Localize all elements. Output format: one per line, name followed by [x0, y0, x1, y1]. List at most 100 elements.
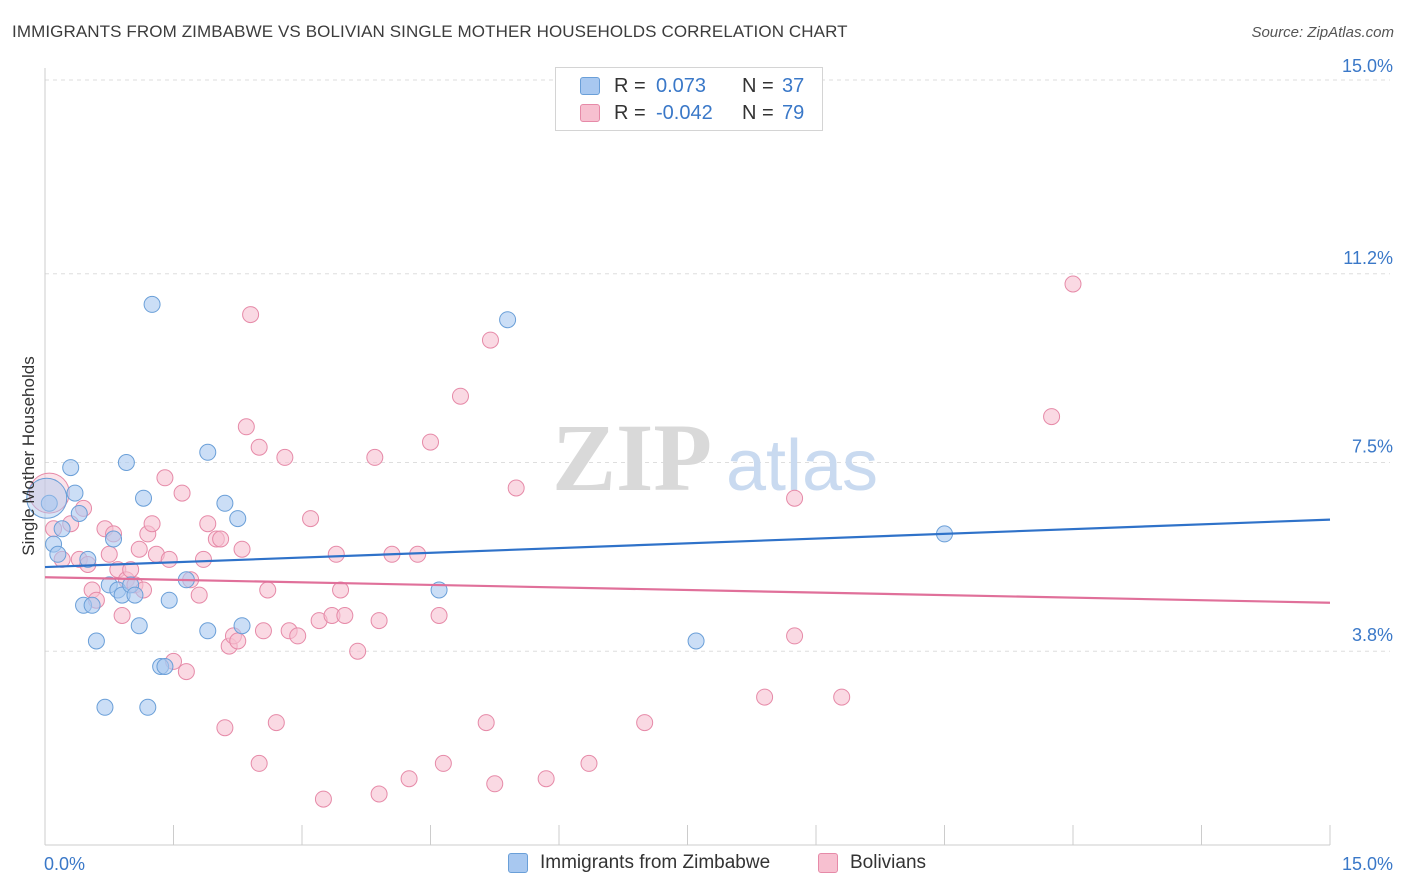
bolivian-point [314, 790, 332, 808]
bolivian-point [327, 545, 345, 563]
bolivian-point [216, 719, 234, 737]
bolivian-point [370, 612, 388, 630]
bolivian-point [1064, 275, 1082, 293]
legend-n-value: 37 [782, 74, 805, 97]
bolivian-point [422, 433, 439, 451]
bolivian-point [229, 632, 247, 650]
bottom-legend-swatch-bolivians [818, 853, 838, 873]
watermark-atlas: atlas [726, 426, 878, 506]
zimbabwe-point [233, 617, 251, 635]
source-label: Source: ZipAtlas.com [1251, 24, 1394, 41]
bolivian-point [100, 545, 118, 563]
bolivian-point [636, 714, 654, 732]
bolivian-point [786, 627, 804, 645]
bolivian-point [434, 754, 452, 772]
zimbabwe-point [26, 477, 68, 519]
bolivian-point [477, 714, 495, 732]
chart-title: IMMIGRANTS FROM ZIMBABWE VS BOLIVIAN SIN… [12, 22, 848, 41]
bolivian-point [250, 754, 268, 772]
bolivian-point [237, 418, 255, 436]
bolivians-trend-line [44, 576, 1331, 604]
trend-lines [44, 518, 1331, 604]
bolivian-point [302, 510, 320, 528]
bolivian-point [233, 540, 251, 558]
y-tick-labels: 3.8% 7.5% 11.2% 15.0% [1342, 56, 1393, 645]
zimbabwe-point [126, 586, 144, 604]
bolivian-point [254, 622, 272, 640]
bottom-legend-label-zimbabwe: Immigrants from Zimbabwe [540, 852, 771, 873]
zimbabwe-point [229, 510, 247, 528]
x-tick-label: 0.0% [44, 854, 85, 874]
bolivian-point [199, 515, 217, 533]
x-tick-labels: 0.0% 15.0% [44, 854, 1393, 874]
bolivian-point [451, 387, 469, 405]
bolivian-point [833, 688, 851, 706]
legend-n-label: N = [742, 101, 774, 124]
bottom-legend-label-bolivians: Bolivians [850, 852, 927, 873]
zimbabwe-point [70, 505, 88, 522]
bolivian-point [190, 586, 208, 604]
bolivian-point [332, 581, 350, 599]
bolivian-point [786, 489, 804, 507]
bottom-legend-swatch-zimbabwe [508, 853, 528, 873]
bolivian-point [156, 469, 174, 487]
y-tick-label: 15.0% [1342, 56, 1393, 76]
bottom-legend-zimbabwe: Immigrants from Zimbabwe [508, 852, 770, 874]
bolivian-point [194, 550, 212, 568]
bolivian-point [173, 484, 191, 502]
bolivian-point [366, 448, 384, 466]
bolivian-point [289, 627, 307, 645]
bolivian-point [486, 775, 504, 793]
axes [44, 68, 1331, 846]
zimbabwe-points [26, 295, 953, 716]
bolivian-point [336, 607, 354, 624]
bolivian-point [430, 607, 448, 624]
bolivian-point [481, 331, 499, 349]
bolivian-point [267, 714, 285, 732]
zimbabwe-point [79, 550, 97, 568]
zimbabwe-point [135, 489, 153, 507]
bolivian-point [276, 448, 294, 466]
bolivian-point [259, 581, 277, 599]
legend-r-label: R = [614, 101, 646, 124]
legend-r-value: 0.073 [656, 74, 707, 97]
watermark: ZIP atlas [552, 404, 878, 511]
legend: R = 0.073 N = 37 R = -0.042 N = 79 [555, 67, 823, 131]
zimbabwe-point [130, 617, 148, 635]
zimbabwe-point [96, 698, 114, 716]
bolivian-point [242, 306, 260, 324]
bottom-legend: Immigrants from Zimbabwe Bolivians [0, 852, 1406, 878]
legend-row-bolivians: R = -0.042 N = 79 [556, 99, 804, 127]
zimbabwe-point [87, 632, 105, 650]
bolivian-point [507, 479, 525, 497]
y-tick-label: 11.2% [1343, 248, 1393, 268]
watermark-zip: ZIP [552, 404, 712, 511]
gridlines [45, 79, 1390, 652]
bolivians-points [28, 275, 1082, 808]
bolivian-point [400, 770, 418, 788]
bolivian-point [250, 438, 268, 456]
bolivian-point [537, 770, 555, 788]
legend-row-zimbabwe: R = 0.073 N = 37 [556, 72, 804, 100]
bolivian-point [113, 607, 131, 624]
bolivian-point [756, 688, 774, 706]
legend-swatch-bolivians [580, 104, 600, 122]
zimbabwe-point [105, 530, 123, 548]
bolivian-point [370, 785, 388, 803]
zimbabwe-point [687, 632, 705, 650]
zimbabwe-point [199, 443, 217, 461]
zimbabwe-point [53, 520, 71, 538]
zimbabwe-point [139, 698, 157, 716]
zimbabwe-point [40, 494, 58, 512]
bolivian-point [177, 663, 195, 681]
bolivian-point [143, 515, 161, 533]
y-tick-label: 7.5% [1352, 437, 1393, 457]
legend-n-value: 79 [782, 101, 805, 124]
zimbabwe-point [156, 658, 174, 675]
bolivian-point [580, 754, 598, 772]
zimbabwe-point [499, 311, 517, 329]
bottom-legend-bolivians: Bolivians [818, 852, 926, 874]
y-tick-label: 3.8% [1352, 625, 1393, 645]
legend-r-value: -0.042 [656, 101, 713, 124]
